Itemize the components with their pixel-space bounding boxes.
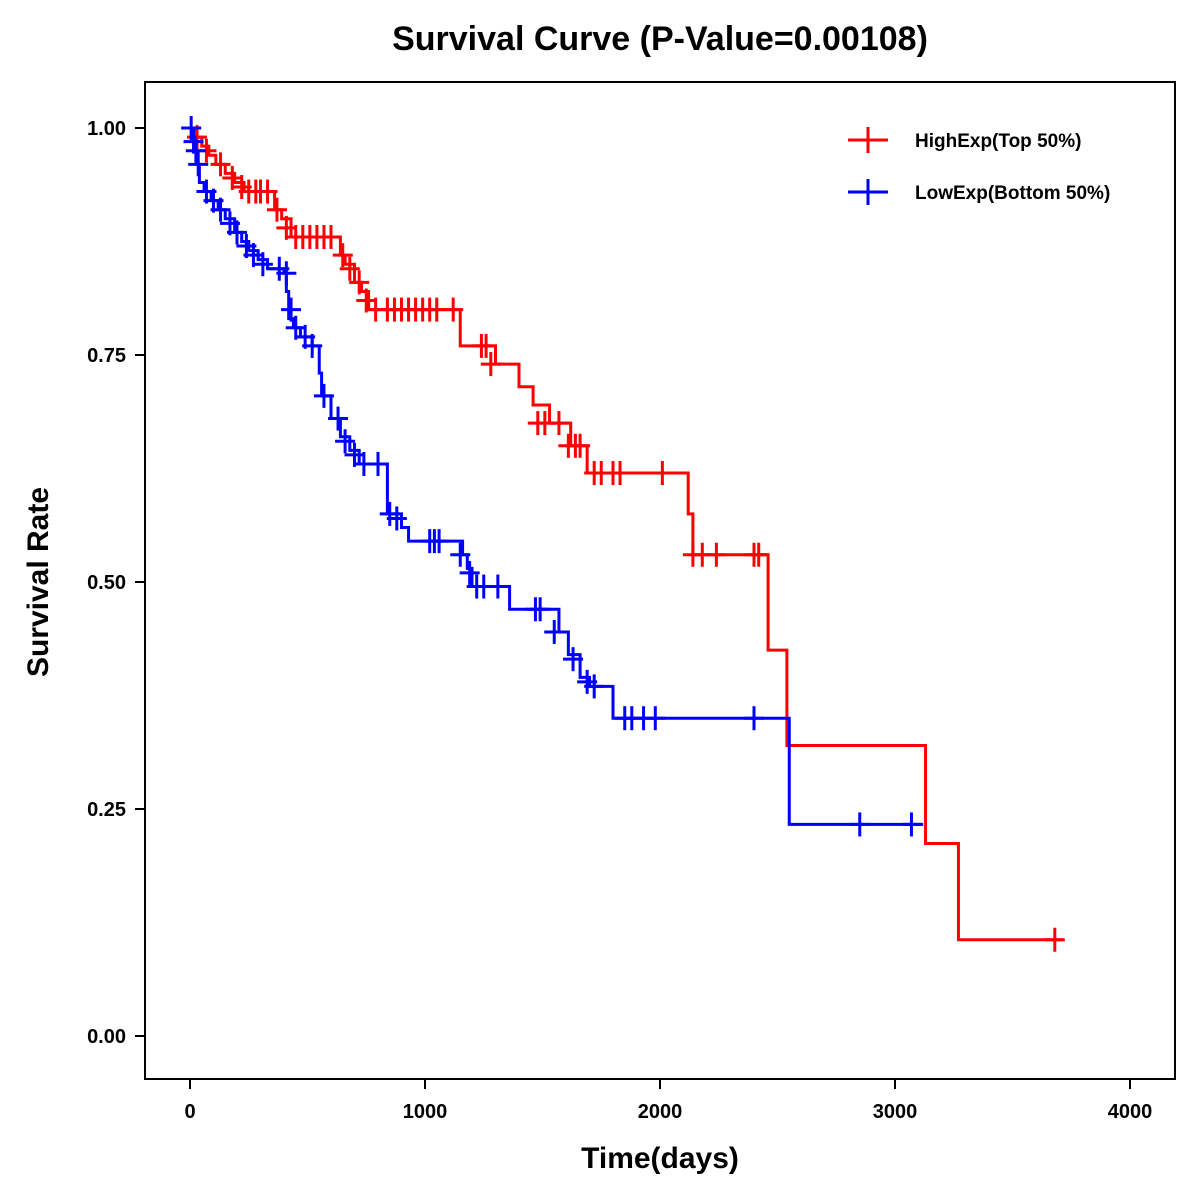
y-tick-label: 0.00 <box>87 1026 126 1048</box>
censor-mark <box>181 116 202 140</box>
censor-mark <box>744 706 764 731</box>
censor-mark <box>328 406 349 431</box>
censor-mark <box>210 152 231 177</box>
censor-mark <box>227 220 247 245</box>
censor-mark <box>849 812 870 837</box>
series-high <box>187 125 1065 952</box>
x-tick-label: 1000 <box>403 1101 448 1123</box>
y-tick-label: 0.50 <box>87 572 126 594</box>
censor-mark <box>335 429 356 454</box>
censor-mark <box>706 542 727 567</box>
y-axis-label: Survival Rate <box>22 487 55 677</box>
legend-label-low: LowExp(Bottom 50%) <box>915 183 1110 204</box>
series-layer <box>181 116 1065 952</box>
y-tick-label: 0.75 <box>87 345 126 367</box>
censor-mark <box>281 297 302 322</box>
censor-mark <box>1044 927 1065 952</box>
survival-step-line <box>190 126 924 826</box>
x-axis-label: Time(days) <box>581 1142 739 1175</box>
x-tick-label: 2000 <box>638 1101 683 1123</box>
censor-mark <box>332 243 353 268</box>
censor-mark <box>570 433 591 458</box>
censor-mark <box>443 297 464 322</box>
censor-mark <box>610 461 631 486</box>
censor-mark <box>584 674 605 699</box>
y-tick-label: 0.25 <box>87 799 126 821</box>
y-axis: 0.00 0.25 0.50 0.75 1.00 <box>87 118 145 1048</box>
x-tick-label: 4000 <box>1108 1101 1153 1123</box>
legend-label-high: HighExp(Top 50%) <box>915 131 1081 152</box>
chart-title: Survival Curve (P-Value=0.00108) <box>392 20 928 58</box>
censor-mark <box>548 411 569 436</box>
legend: HighExp(Top 50%) LowExp(Bottom 50%) <box>848 127 1110 205</box>
censor-mark <box>476 333 497 358</box>
series-low <box>181 116 924 837</box>
censor-mark <box>645 706 666 731</box>
censor-mark <box>652 461 673 486</box>
legend-item-high: HighExp(Top 50%) <box>848 127 1081 153</box>
censor-mark <box>748 542 769 567</box>
censor-mark <box>210 197 231 222</box>
censor-mark <box>429 529 450 554</box>
censor-mark <box>459 560 480 585</box>
censor-mark <box>302 333 323 358</box>
x-axis: 0 1000 2000 3000 4000 <box>184 1079 1152 1123</box>
x-tick-label: 3000 <box>873 1101 918 1123</box>
plot-frame <box>144 81 1176 1080</box>
censor-mark <box>185 138 206 163</box>
censor-mark <box>480 352 501 377</box>
censor-mark <box>266 197 287 222</box>
censor-mark <box>257 179 278 204</box>
survival-step-line <box>190 126 1062 942</box>
censor-mark <box>188 152 209 177</box>
censor-mark <box>544 619 565 644</box>
censor-mark <box>368 451 388 476</box>
x-tick-label: 0 <box>184 1101 195 1123</box>
censor-mark <box>530 597 551 622</box>
censor-mark <box>349 270 370 295</box>
censor-mark <box>252 252 273 277</box>
y-tick-label: 1.00 <box>87 118 126 140</box>
censor-mark <box>901 812 922 837</box>
censor-mark <box>450 542 471 567</box>
censor-mark <box>339 256 360 281</box>
censor-mark <box>386 506 407 531</box>
censor-mark <box>487 574 508 599</box>
censor-mark <box>276 261 297 286</box>
legend-item-low: LowExp(Bottom 50%) <box>848 179 1110 205</box>
censor-mark <box>563 647 584 672</box>
censor-mark <box>313 383 334 408</box>
censor-mark <box>321 224 341 249</box>
